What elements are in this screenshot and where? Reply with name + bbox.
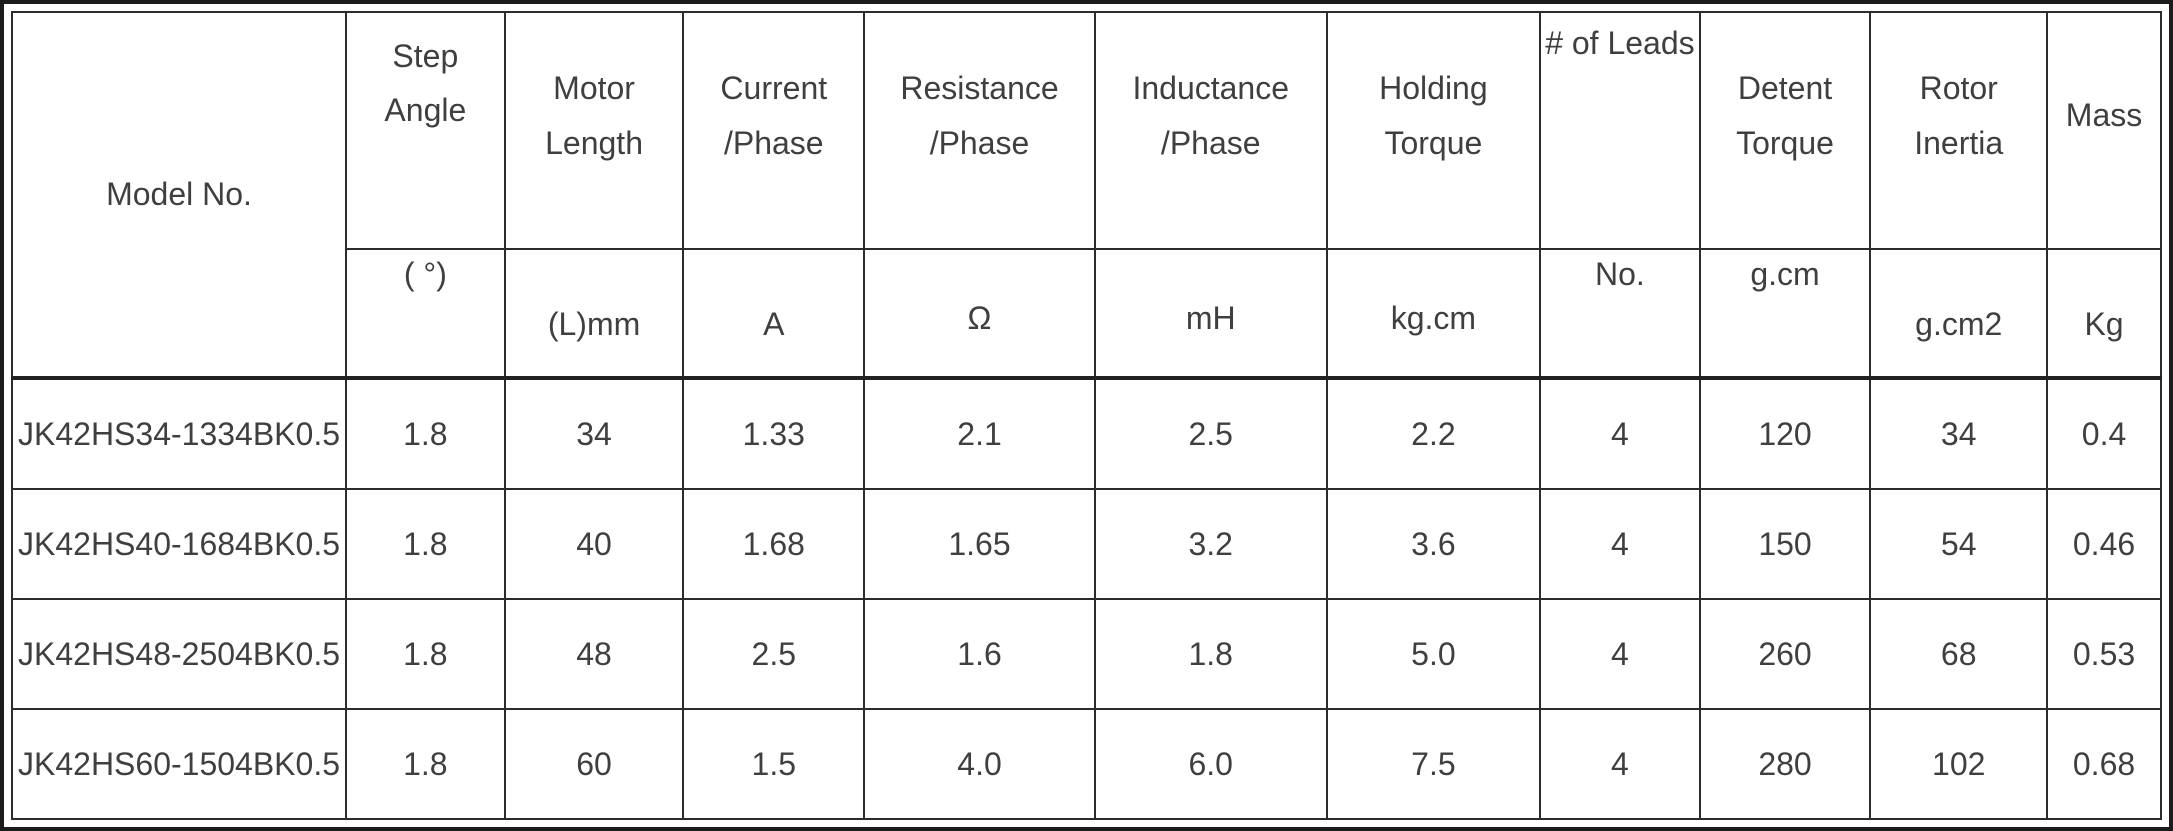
cell-holding-torque: 5.0	[1325, 598, 1542, 710]
unit-cell-leads: No.	[1539, 248, 1701, 380]
header-label-holding: Holding	[1379, 70, 1488, 107]
cell-motor-length: 34	[503, 377, 685, 490]
header-label-angle: Angle	[384, 92, 467, 129]
cell-holding-torque: 2.2	[1325, 377, 1542, 490]
header-cell-leads: # of Leads	[1539, 11, 1701, 250]
header-cell-rotor-inertia: Rotor Inertia	[1869, 11, 2049, 250]
cell-detent-torque: 150	[1698, 488, 1872, 600]
cell-holding-torque: 7.5	[1325, 708, 1542, 820]
cell-resistance-phase: 1.6	[863, 598, 1096, 710]
cell-mass: 0.4	[2046, 377, 2162, 490]
cell-resistance-phase: 4.0	[863, 708, 1096, 820]
cell-rotor-inertia: 68	[1869, 598, 2049, 710]
header-label-inductance: Inductance	[1132, 70, 1290, 107]
header-label-step: Step	[392, 38, 459, 74]
header-label-mass: Mass	[2065, 97, 2143, 134]
cell-current-phase: 1.5	[682, 708, 866, 820]
cell-current-phase: 2.5	[682, 598, 866, 710]
cell-step-angle: 1.8	[344, 708, 506, 820]
cell-inductance-phase: 3.2	[1093, 488, 1328, 600]
cell-inductance-phase: 1.8	[1093, 598, 1328, 710]
cell-inductance-phase: 2.5	[1093, 377, 1328, 490]
cell-model: JK42HS40-1684BK0.5	[11, 488, 347, 600]
header-label-rotor-inertia: Inertia	[1914, 124, 2004, 161]
cell-leads: 4	[1539, 708, 1701, 820]
header-cell-motor-length: Motor Length	[503, 11, 685, 250]
cell-leads: 4	[1539, 488, 1701, 600]
unit-cell-step-angle: ( °)	[344, 248, 506, 380]
header-cell-mass: Mass	[2046, 11, 2162, 250]
unit-cell-current-phase: A	[682, 248, 866, 380]
header-label-detent-torque: Torque	[1736, 124, 1834, 161]
cell-inductance-phase: 6.0	[1093, 708, 1328, 820]
header-label-length: Length	[545, 124, 643, 161]
header-label-detent: Detent	[1737, 70, 1833, 107]
header-label-current: Current	[720, 70, 828, 107]
table-body: JK42HS34-1334BK0.5 1.8 34 1.33 2.1 2.5 2…	[11, 377, 2162, 820]
cell-resistance-phase: 2.1	[863, 377, 1096, 490]
cell-leads: 4	[1539, 377, 1701, 490]
cell-mass: 0.53	[2046, 598, 2162, 710]
header-label-model-no: Model No.	[106, 176, 252, 213]
header-label-current-phase: /Phase	[723, 124, 824, 161]
cell-rotor-inertia: 34	[1869, 377, 2049, 490]
unit-cell-mass: Kg	[2046, 248, 2162, 380]
header-label-rotor: Rotor	[1919, 70, 1998, 107]
spec-table: Model No. Step Angle Motor Length Curren…	[11, 11, 2162, 820]
cell-step-angle: 1.8	[344, 598, 506, 710]
cell-rotor-inertia: 102	[1869, 708, 2049, 820]
unit-cell-motor-length: (L)mm	[503, 248, 685, 380]
cell-mass: 0.68	[2046, 708, 2162, 820]
header-cell-model-no: Model No.	[11, 11, 347, 380]
unit-cell-detent-torque: g.cm	[1698, 248, 1872, 380]
header-cell-holding-torque: Holding Torque	[1325, 11, 1542, 250]
cell-step-angle: 1.8	[344, 488, 506, 600]
header-cell-resistance-phase: Resistance /Phase	[863, 11, 1096, 250]
table-row: JK42HS34-1334BK0.5 1.8 34 1.33 2.1 2.5 2…	[11, 377, 2162, 490]
cell-detent-torque: 120	[1698, 377, 1872, 490]
unit-cell-resistance-phase: Ω	[863, 248, 1096, 380]
cell-model: JK42HS48-2504BK0.5	[11, 598, 347, 710]
header-label-resistance-phase: /Phase	[929, 124, 1030, 161]
cell-model: JK42HS34-1334BK0.5	[11, 377, 347, 490]
unit-cell-inductance-phase: mH	[1093, 248, 1328, 380]
header-cell-current-phase: Current /Phase	[682, 11, 866, 250]
cell-motor-length: 48	[503, 598, 685, 710]
header-cell-detent-torque: Detent Torque	[1698, 11, 1872, 250]
header-label-motor: Motor	[553, 70, 635, 107]
cell-motor-length: 40	[503, 488, 685, 600]
cell-motor-length: 60	[503, 708, 685, 820]
unit-cell-holding-torque: kg.cm	[1325, 248, 1542, 380]
header-label-leads: # of Leads	[1545, 25, 1695, 61]
cell-mass: 0.46	[2046, 488, 2162, 600]
cell-current-phase: 1.68	[682, 488, 866, 600]
cell-holding-torque: 3.6	[1325, 488, 1542, 600]
header-cell-inductance-phase: Inductance /Phase	[1093, 11, 1328, 250]
cell-leads: 4	[1539, 598, 1701, 710]
cell-detent-torque: 260	[1698, 598, 1872, 710]
header-label-resistance: Resistance	[900, 70, 1059, 107]
cell-step-angle: 1.8	[344, 377, 506, 490]
cell-current-phase: 1.33	[682, 377, 866, 490]
table-row: JK42HS60-1504BK0.5 1.8 60 1.5 4.0 6.0 7.…	[11, 708, 2162, 820]
cell-resistance-phase: 1.65	[863, 488, 1096, 600]
cell-rotor-inertia: 54	[1869, 488, 2049, 600]
header-row-labels: Model No. Step Angle Motor Length Curren…	[11, 11, 2162, 380]
header-row-units: ( °) (L)mm A Ω mH kg.cm No. g.cm g.cm2 K…	[12, 248, 2162, 380]
cell-detent-torque: 280	[1698, 708, 1872, 820]
table-row: JK42HS48-2504BK0.5 1.8 48 2.5 1.6 1.8 5.…	[11, 598, 2162, 710]
cell-model: JK42HS60-1504BK0.5	[11, 708, 347, 820]
header-label-holding-torque: Torque	[1384, 124, 1483, 161]
unit-cell-rotor-inertia: g.cm2	[1869, 248, 2049, 380]
table-header: Model No. Step Angle Motor Length Curren…	[11, 11, 2162, 380]
header-label-inductance-phase: /Phase	[1160, 124, 1261, 161]
header-cell-step-angle: Step Angle	[344, 11, 506, 250]
table-row: JK42HS40-1684BK0.5 1.8 40 1.68 1.65 3.2 …	[11, 488, 2162, 600]
